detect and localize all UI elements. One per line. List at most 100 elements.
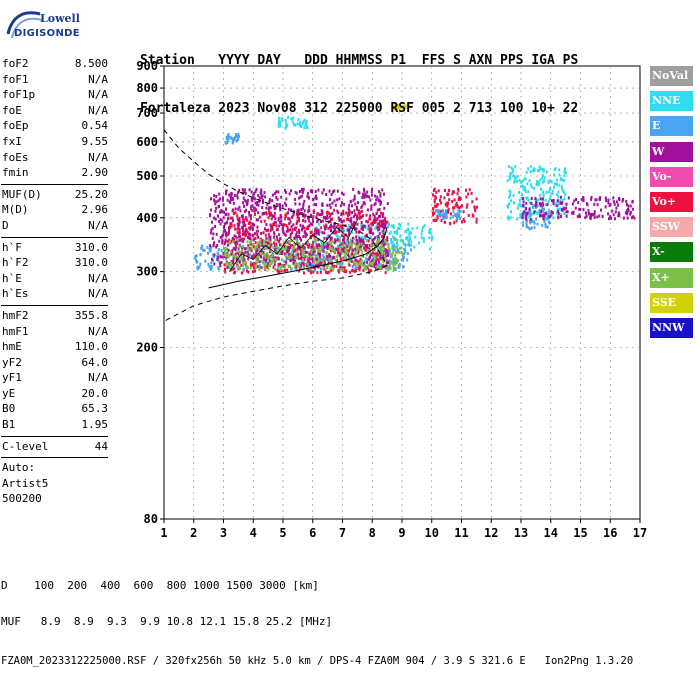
echo-point-e xyxy=(208,249,211,253)
echo-point-w xyxy=(317,228,320,232)
echo-point-vo xyxy=(453,206,456,210)
echo-point-e xyxy=(393,248,396,252)
echo-point-w xyxy=(526,212,528,216)
echo-point-e xyxy=(290,257,293,261)
echo-point-vo xyxy=(366,220,369,224)
echo-point-vo xyxy=(381,213,384,217)
echo-point-w xyxy=(344,250,347,254)
echo-point-e xyxy=(435,209,437,213)
echo-point-w xyxy=(290,189,292,193)
echo-point-vo xyxy=(321,219,324,223)
echo-point-vo xyxy=(252,266,255,270)
echo-point-e xyxy=(232,139,234,143)
echo-point-w xyxy=(326,246,329,250)
echo-point-vo xyxy=(256,229,259,233)
echo-point-w xyxy=(211,257,213,261)
echo-point-e xyxy=(533,221,536,225)
echo-point-x xyxy=(376,247,379,250)
echo-point-e xyxy=(313,267,316,271)
echo-point-w xyxy=(323,231,326,235)
echo-point-w xyxy=(221,219,224,223)
echo-point-w xyxy=(299,256,302,260)
echo-point-vo xyxy=(338,251,341,255)
echo-point-w xyxy=(343,202,346,206)
echo-point-w xyxy=(299,223,302,227)
echo-point-e xyxy=(538,209,541,212)
echo-point-e xyxy=(443,212,446,216)
echo-point-w xyxy=(217,214,219,218)
echo-point-x xyxy=(251,243,254,247)
echo-point-e xyxy=(444,211,447,215)
echo-point-vo xyxy=(240,237,243,241)
echo-point-w xyxy=(231,197,234,201)
echo-point-vo xyxy=(268,211,271,215)
echo-point-nne xyxy=(280,117,283,121)
echo-point-e xyxy=(397,266,400,269)
param-label: foF2 xyxy=(2,57,29,70)
echo-point-w xyxy=(381,222,384,225)
echo-point-sse xyxy=(397,104,399,107)
echo-point-nne xyxy=(286,124,289,128)
echo-point-w xyxy=(301,189,304,193)
param-value: 25.20 xyxy=(74,187,108,201)
echo-point-e xyxy=(542,207,545,211)
echo-point-x xyxy=(287,264,290,268)
echo-point-w xyxy=(280,251,283,255)
echo-point-w xyxy=(244,230,247,234)
echo-point-w xyxy=(541,201,544,205)
y-tick-label: 200 xyxy=(136,341,158,355)
param-row-b1: B1 1.95 xyxy=(1,417,108,433)
echo-point-w xyxy=(214,209,217,213)
echo-point-w xyxy=(627,204,630,208)
echo-point-nne xyxy=(554,204,557,207)
echo-point-vo xyxy=(236,217,239,221)
echo-point-w xyxy=(337,216,340,220)
legend-item-w: W xyxy=(650,141,693,162)
echo-point-x xyxy=(369,261,372,265)
echo-point-vo xyxy=(299,248,302,252)
echo-point-w xyxy=(582,208,585,212)
echo-point-w xyxy=(320,209,323,213)
echo-point-w xyxy=(383,206,386,210)
echo-point-w xyxy=(230,239,233,243)
x-tick-label: 7 xyxy=(339,526,346,540)
echo-point-w xyxy=(301,226,304,230)
echo-point-w xyxy=(273,248,276,251)
param-label: hmE xyxy=(2,340,22,354)
echo-point-vo xyxy=(457,187,460,191)
echo-point-vo xyxy=(302,235,305,238)
echo-point-vo xyxy=(369,269,372,273)
echo-point-w xyxy=(374,202,377,206)
echo-point-nne xyxy=(537,198,540,202)
echo-point-vo xyxy=(366,266,369,270)
echo-point-x xyxy=(306,262,309,266)
echo-point-x xyxy=(320,258,323,262)
echo-point-vo xyxy=(376,253,378,257)
echo-point-w xyxy=(297,245,300,249)
echo-point-w xyxy=(210,197,213,201)
echo-point-sse xyxy=(406,105,409,109)
echo-point-w xyxy=(334,240,337,243)
echo-point-w xyxy=(342,192,345,196)
echo-point-vo xyxy=(283,223,286,227)
echo-point-w xyxy=(221,196,224,200)
echo-point-w xyxy=(256,225,259,229)
echo-point-vo xyxy=(288,242,291,246)
echo-point-w xyxy=(303,245,306,249)
echo-point-vo xyxy=(296,210,299,214)
echo-point-vo xyxy=(286,241,289,245)
echo-point-x xyxy=(332,267,335,271)
echo-point-w xyxy=(227,243,230,247)
legend-item-vo: Vo+ xyxy=(650,191,693,212)
echo-point-w xyxy=(221,198,224,202)
param-value: N/A xyxy=(88,324,108,338)
echo-point-e xyxy=(547,210,550,214)
echo-point-w xyxy=(219,264,222,268)
param-row-hes: h`Es N/A xyxy=(1,286,108,302)
echo-point-w xyxy=(369,214,372,218)
echo-point-vo xyxy=(382,232,385,236)
echo-point-vo xyxy=(310,236,313,240)
echo-point-e xyxy=(275,248,278,252)
echo-point-w xyxy=(321,212,324,216)
echo-point-x xyxy=(307,241,310,245)
